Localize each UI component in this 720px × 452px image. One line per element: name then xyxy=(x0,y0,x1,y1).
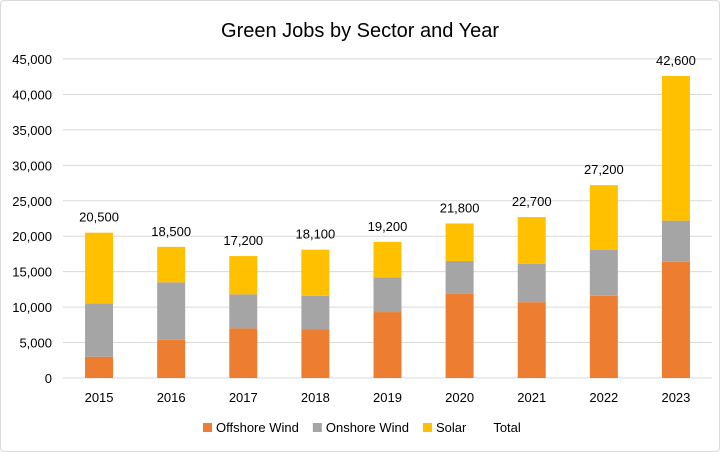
total-data-label: 18,100 xyxy=(296,227,336,242)
bar-solar xyxy=(157,246,186,283)
bar-solar xyxy=(301,249,330,296)
bar-offshore-wind xyxy=(589,295,618,378)
y-tick-label: 25,000 xyxy=(12,194,52,209)
bar-solar xyxy=(373,241,402,278)
y-tick-label: 30,000 xyxy=(12,158,52,173)
bar-solar xyxy=(229,256,258,295)
bar-solar xyxy=(661,76,690,221)
x-tick-label: 2016 xyxy=(157,390,186,405)
bar-onshore-wind xyxy=(301,295,330,330)
total-data-label: 19,200 xyxy=(368,219,408,234)
bar-onshore-wind xyxy=(661,220,690,262)
bar-solar xyxy=(589,185,618,250)
bar-offshore-wind xyxy=(445,293,474,378)
total-data-label: 18,500 xyxy=(151,224,191,239)
legend-label: Offshore Wind xyxy=(216,420,299,435)
bar-onshore-wind xyxy=(85,303,114,357)
legend-marker xyxy=(203,423,212,432)
total-data-label: 17,200 xyxy=(223,233,263,248)
x-tick-label: 2021 xyxy=(517,390,546,405)
bar-onshore-wind xyxy=(589,249,618,296)
total-data-label: 22,700 xyxy=(512,194,552,209)
x-tick-label: 2019 xyxy=(373,390,402,405)
bar-offshore-wind xyxy=(229,328,258,378)
legend-label: Total xyxy=(493,420,521,435)
bar-offshore-wind xyxy=(157,339,186,378)
x-tick-label: 2015 xyxy=(85,390,114,405)
y-tick-label: 40,000 xyxy=(12,87,52,102)
bar-solar xyxy=(517,217,546,264)
x-tick-label: 2017 xyxy=(229,390,258,405)
bar-solar xyxy=(85,232,114,304)
x-tick-label: 2022 xyxy=(589,390,618,405)
y-tick-label: 0 xyxy=(45,371,52,386)
x-tick-label: 2020 xyxy=(445,390,474,405)
legend-label: Onshore Wind xyxy=(326,420,409,435)
bar-onshore-wind xyxy=(229,294,258,329)
bar-offshore-wind xyxy=(517,302,546,378)
total-data-label: 27,200 xyxy=(584,162,624,177)
bar-onshore-wind xyxy=(517,263,546,303)
legend-label: Solar xyxy=(436,420,467,435)
y-tick-label: 10,000 xyxy=(12,300,52,315)
y-tick-label: 5,000 xyxy=(19,336,52,351)
bar-onshore-wind xyxy=(157,282,186,340)
bar-offshore-wind xyxy=(301,329,330,378)
bar-offshore-wind xyxy=(85,356,114,378)
y-tick-label: 35,000 xyxy=(12,123,52,138)
y-tick-label: 20,000 xyxy=(12,229,52,244)
bar-solar xyxy=(445,223,474,262)
bar-onshore-wind xyxy=(445,261,474,294)
total-data-label: 42,600 xyxy=(656,53,696,68)
legend-marker xyxy=(312,423,322,432)
legend-marker xyxy=(422,423,432,432)
bar-offshore-wind xyxy=(661,261,690,378)
total-data-label: 21,800 xyxy=(440,200,480,215)
y-tick-label: 15,000 xyxy=(12,265,52,280)
bar-offshore-wind xyxy=(373,312,402,378)
total-data-label: 20,500 xyxy=(79,210,119,225)
x-tick-label: 2023 xyxy=(661,390,690,405)
bar-onshore-wind xyxy=(373,277,402,313)
x-tick-label: 2018 xyxy=(301,390,330,405)
y-tick-label: 45,000 xyxy=(12,52,52,67)
chart-title: Green Jobs by Sector and Year xyxy=(221,20,499,42)
